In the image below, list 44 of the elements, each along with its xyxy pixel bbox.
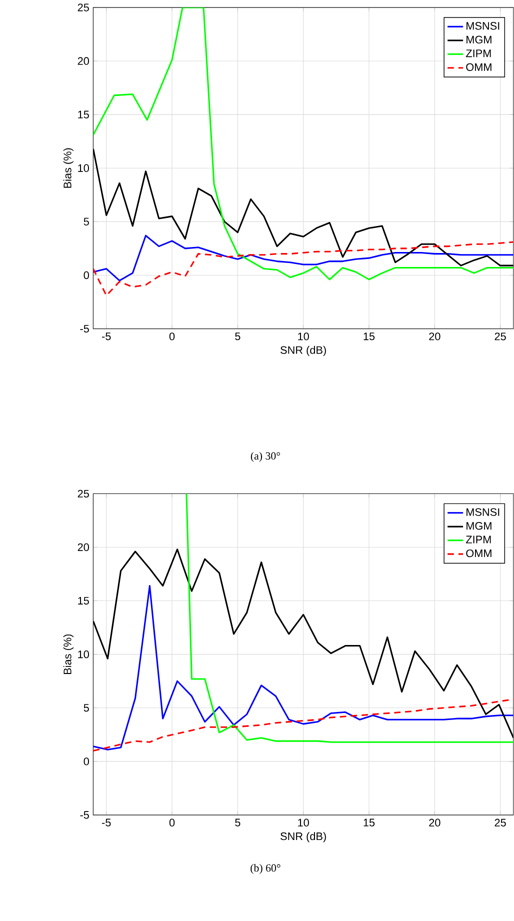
legend-label: MSNSI [466,508,500,516]
legend-label: MGM [466,36,492,44]
y-tick-label: 10 [78,650,90,658]
y-tick-label: 0 [84,271,90,280]
x-tick-label: 0 [170,818,175,826]
legend-label: OMM [466,549,492,558]
y-tick-label: -5 [80,324,90,333]
y-tick-label: 20 [78,57,90,65]
y-tick-label: 25 [78,4,90,12]
legend-label: MSNSI [466,22,500,30]
x-tick-label: 5 [235,332,240,340]
x-tick-label: 20 [429,332,440,340]
y-tick-label: 5 [84,704,90,712]
y-tick-label: -5 [80,811,90,819]
y-tick-label: 25 [78,490,90,498]
text: (b) 60° [250,864,280,874]
x-tick-label: 20 [429,818,440,826]
line-series [93,148,514,266]
y-axis-title: Bias (%) [63,634,74,674]
legend-label: ZIPM [466,50,491,58]
x-tick-label: 10 [298,818,310,826]
x-tick-label: 15 [364,818,375,826]
x-tick-label: -5 [102,818,111,826]
x-tick-label: 15 [364,332,375,340]
x-tick-label: 5 [235,818,240,826]
x-axis-title: SNR (dB) [280,346,326,356]
y-axis-title: Bias (%) [63,148,74,188]
x-tick-label: 25 [494,818,506,826]
y-tick-label: 15 [78,596,90,605]
line-series [93,548,514,739]
x-tick-label: -5 [102,332,111,340]
legend-label: ZIPM [466,536,491,544]
y-tick-label: 20 [78,543,90,552]
x-tick-label: 25 [494,332,506,340]
x-tick-label: 0 [170,332,175,340]
y-tick-label: 15 [78,110,90,118]
x-tick-label: 10 [298,332,310,340]
legend-label: MGM [466,522,492,530]
y-tick-label: 5 [84,218,90,226]
x-axis-title: SNR (dB) [280,832,326,842]
y-tick-label: 0 [84,758,90,766]
text: (a) 30° [251,452,280,462]
y-tick-label: 10 [78,164,90,172]
legend-label: OMM [466,63,492,71]
